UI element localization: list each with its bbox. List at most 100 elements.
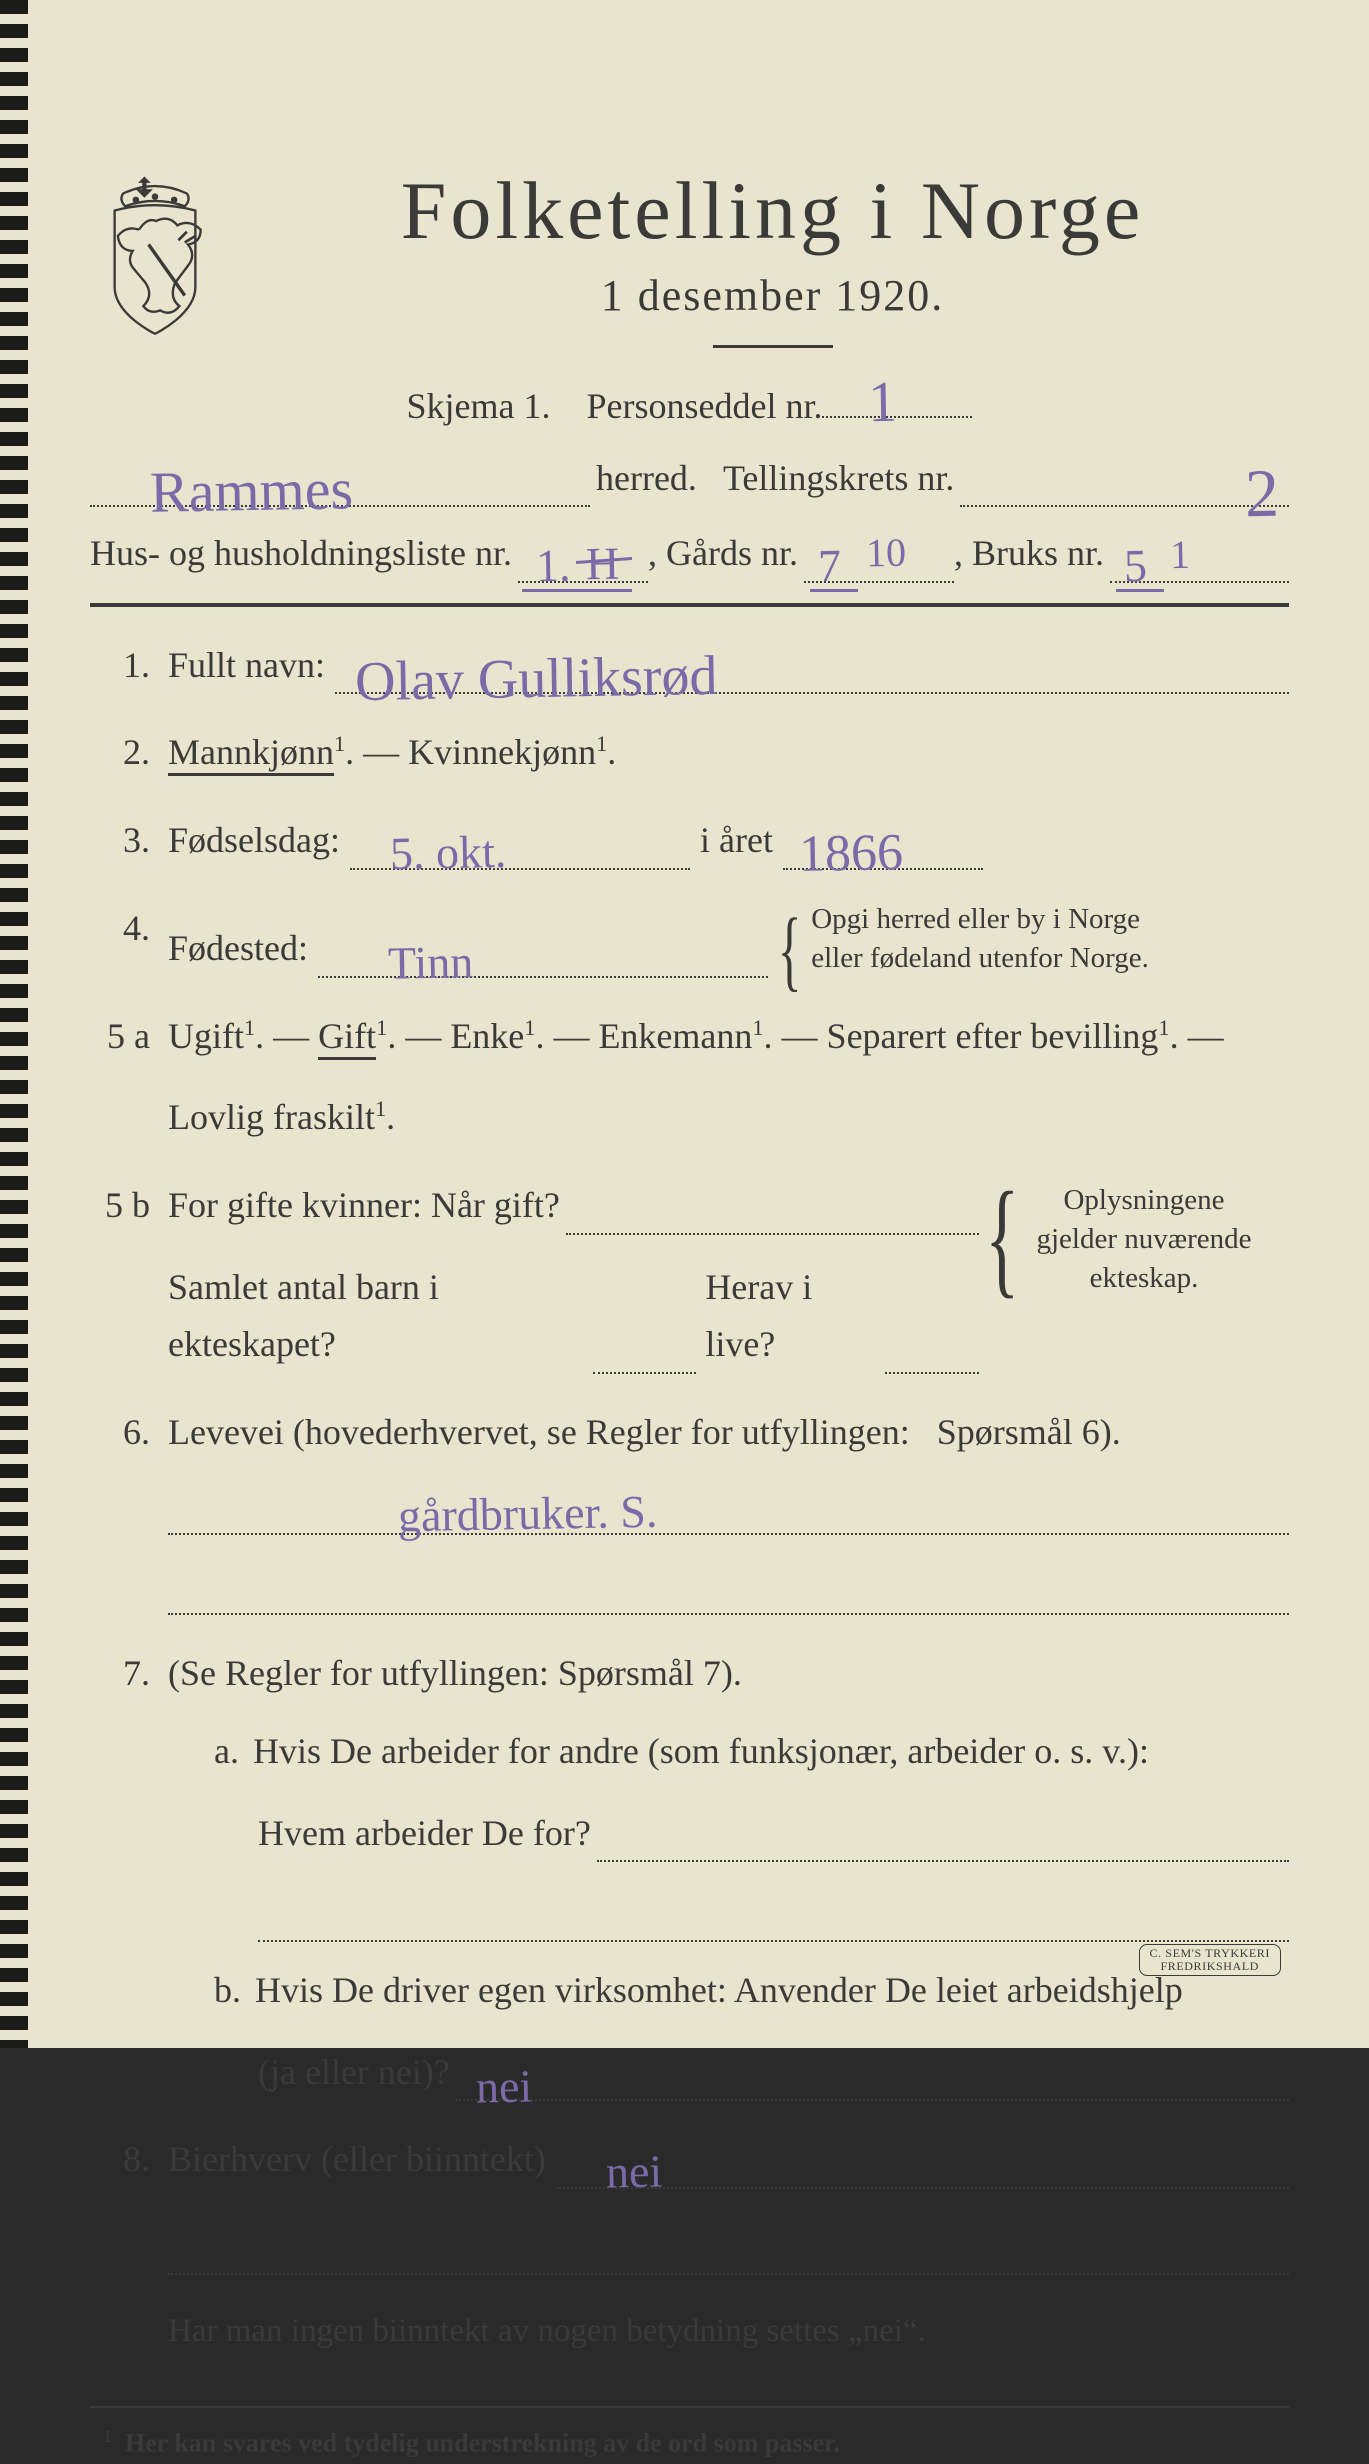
gards-underline — [810, 589, 858, 592]
q2-kvinne[interactable]: Kvinnekjønn — [408, 732, 596, 772]
q5b-label1: For gifte kvinner: — [168, 1177, 422, 1235]
title-block: Folketelling i Norge 1 desember 1920. — [256, 160, 1289, 348]
subtitle: 1 desember 1920. — [256, 270, 1289, 321]
q3-year-field[interactable]: 1866 — [783, 830, 983, 870]
q7a-field[interactable] — [597, 1822, 1289, 1862]
printer-mark: C. SEM'S TRYKKERI FREDRIKSHALD — [1139, 1944, 1282, 1976]
q5b-brace-icon: { — [985, 1199, 1019, 1277]
gards-label: Gårds nr. — [666, 525, 798, 583]
q1-num: 1. — [90, 637, 150, 695]
q5a: 5 a Ugift1. — Gift1. — Enke1. — Enkemann… — [90, 1008, 1289, 1147]
q5b-q3: Herav i live? — [705, 1259, 879, 1374]
coat-of-arms-icon — [90, 168, 220, 338]
q2-num: 2. — [90, 724, 150, 782]
q8-field[interactable]: nei — [556, 2149, 1289, 2189]
q5b-note-l1: Oplysningene — [1063, 1184, 1224, 1216]
gards-field[interactable]: 7 10 — [804, 543, 954, 583]
q5a-opt-4[interactable]: Separert efter bevilling — [827, 1016, 1159, 1056]
footnote: 1 Her kan svares ved tydelig understrekn… — [90, 2422, 1289, 2464]
form-body: Skjema 1. Personseddel nr. 1 Rammes herr… — [90, 378, 1289, 2464]
q8-num: 8. — [90, 2131, 150, 2189]
q4-note-l2: eller fødeland utenfor Norge. — [811, 942, 1149, 974]
q2: 2. Mannkjønn1. — Kvinnekjønn1. — [90, 724, 1289, 782]
rule-1 — [90, 603, 1289, 607]
husliste-label: Hus- og husholdningsliste nr. — [90, 525, 512, 583]
main-title: Folketelling i Norge — [256, 164, 1289, 258]
q5a-line2[interactable]: Lovlig fraskilt — [168, 1097, 375, 1137]
row-herred: Rammes herred. Tellingskrets nr. 2 — [90, 450, 1289, 508]
q5a-opt-1[interactable]: Gift — [318, 1016, 376, 1060]
gards-value-b: 10 — [865, 521, 906, 586]
q7a-l1: Hvis De arbeider for andre (som funksjon… — [253, 1723, 1149, 1781]
q5a-opt-3[interactable]: Enkemann — [598, 1016, 752, 1056]
q5b-q3-field[interactable] — [885, 1334, 979, 1374]
personseddel-label: Personseddel nr. — [587, 386, 823, 426]
q7a-num: a. — [214, 1723, 239, 1781]
q3-year-value: 1866 — [798, 811, 903, 896]
tellingskrets-field[interactable]: 2 — [960, 467, 1289, 507]
q6-field-1[interactable]: gårdbruker. S. — [168, 1489, 1289, 1535]
bruks-underline — [1116, 589, 1164, 592]
q7b: b. Hvis De driver egen virksomhet: Anven… — [168, 1962, 1289, 2101]
q5a-opt-2[interactable]: Enke — [450, 1016, 524, 1056]
form-content: Folketelling i Norge 1 desember 1920. Sk… — [90, 160, 1289, 2464]
q7-label: (Se Regler for utfyllingen: Spørsmål 7). — [168, 1653, 742, 1693]
q7b-l2: (ja eller nei)? — [258, 2044, 450, 2102]
footnote-sup: 1 — [103, 2426, 112, 2446]
footnote-text: Her kan svares ved tydelig understreknin… — [125, 2428, 840, 2457]
bruks-field[interactable]: 5 1 — [1110, 543, 1289, 583]
printer-l2: FREDRIKSHALD — [1150, 1960, 1271, 1973]
q7a: a. Hvis De arbeider for andre (som funks… — [168, 1723, 1289, 1942]
q7-num: 7. — [90, 1645, 150, 2101]
q1: 1. Fullt navn: Olav Gulliksrød — [90, 637, 1289, 695]
husliste-field[interactable]: 1. H — [518, 543, 648, 583]
q8-label: Bierhverv (eller biinntekt) — [168, 2131, 546, 2189]
q5b-note-l3: ekteskap. — [1090, 1262, 1199, 1294]
personseddel-value: 1 — [868, 356, 899, 449]
q8-field-2[interactable] — [168, 2229, 1289, 2275]
q5b-note: { Oplysningene gjelder nuværende ekteska… — [999, 1181, 1289, 1298]
q5b-q1: Når gift? — [431, 1177, 560, 1235]
q7b-value: nei — [475, 2049, 532, 2124]
q7b-num: b. — [214, 1962, 241, 2020]
q7: 7. (Se Regler for utfyllingen: Spørsmål … — [90, 1645, 1289, 2101]
binding-edge — [0, 0, 28, 2048]
q1-field[interactable]: Olav Gulliksrød — [335, 655, 1289, 695]
q6-label: Levevei (hovederhvervet, se Regler for u… — [168, 1412, 910, 1452]
q4-field[interactable]: Tinn — [318, 938, 768, 978]
q4-value: Tinn — [387, 925, 474, 1000]
q2-mann[interactable]: Mannkjønn — [168, 732, 334, 776]
printer-l1: C. SEM'S TRYKKERI — [1150, 1947, 1271, 1960]
q5a-opt-0[interactable]: Ugift — [168, 1016, 244, 1056]
q3-label: Fødselsdag: — [168, 812, 340, 870]
q5b-num: 5 b — [90, 1177, 150, 1374]
q1-label: Fullt navn: — [168, 637, 325, 695]
footnote-rule — [90, 2406, 1289, 2408]
q3: 3. Fødselsdag: 5. okt. i året 1866 — [90, 812, 1289, 870]
q4-num: 4. — [90, 900, 150, 978]
q7a-l2: Hvem arbeider De for? — [258, 1805, 591, 1863]
q6-tail: Spørsmål 6). — [937, 1412, 1121, 1452]
header: Folketelling i Norge 1 desember 1920. — [90, 160, 1289, 348]
herred-suffix: herred. — [596, 450, 697, 508]
personseddel-field[interactable]: 1 — [822, 378, 972, 418]
row-skjema: Skjema 1. Personseddel nr. 1 — [90, 378, 1289, 436]
herred-field[interactable]: Rammes — [90, 467, 590, 507]
q5a-num: 5 a — [90, 1008, 150, 1147]
census-form-page: Folketelling i Norge 1 desember 1920. Sk… — [0, 0, 1369, 2048]
q8: 8. Bierhverv (eller biinntekt) nei — [90, 2131, 1289, 2189]
q5b: 5 b For gifte kvinner: Når gift? Samlet … — [90, 1177, 1289, 1374]
q7b-field[interactable]: nei — [456, 2062, 1289, 2102]
bottom-note: Har man ingen biinntekt av nogen betydni… — [168, 2305, 1289, 2358]
q8-value: nei — [605, 2135, 662, 2210]
comma1: , — [648, 525, 657, 583]
q6-field-2[interactable] — [168, 1569, 1289, 1615]
q6: 6. Levevei (hovederhvervet, se Regler fo… — [90, 1404, 1289, 1616]
q5b-note-l2: gjelder nuværende — [1036, 1223, 1251, 1255]
q7a-field-2[interactable] — [258, 1896, 1289, 1942]
q3-day-field[interactable]: 5. okt. — [350, 830, 690, 870]
q3-day-value: 5. okt. — [389, 815, 507, 891]
q5b-q1-field[interactable] — [566, 1195, 979, 1235]
q5b-q2-field[interactable] — [593, 1334, 696, 1374]
q6-value: gårdbruker. S. — [397, 1475, 658, 1553]
